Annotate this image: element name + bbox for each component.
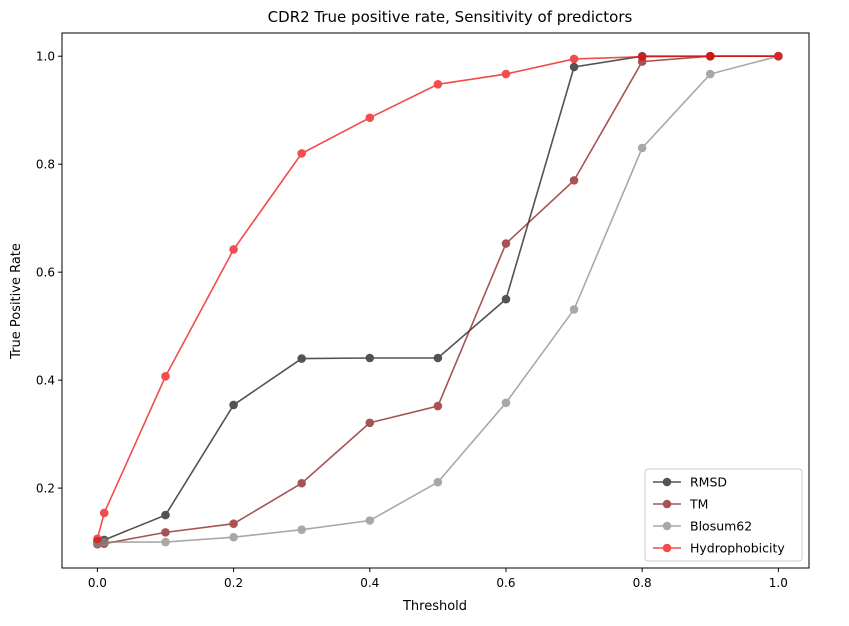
- data-point-blosum62: [637, 143, 647, 153]
- data-point-blosum62: [433, 477, 443, 487]
- legend-item-blosum62: [653, 521, 681, 531]
- legend-box: [644, 468, 803, 562]
- data-point-blosum62: [99, 537, 109, 547]
- chart-title: CDR2 True positive rate, Sensitivity of …: [268, 8, 633, 26]
- data-point-hydrophobicity: [99, 508, 109, 518]
- data-point-blosum62: [365, 516, 375, 525]
- data-point-rmsd: [229, 400, 238, 410]
- data-point-hydrophobicity: [501, 69, 511, 79]
- data-point-hydrophobicity: [774, 51, 783, 61]
- data-point-rmsd: [569, 62, 579, 72]
- data-point-tm: [569, 176, 579, 185]
- data-point-blosum62: [501, 398, 511, 408]
- data-point-hydrophobicity: [569, 54, 579, 64]
- series-line-tm: [97, 55, 779, 546]
- y-tick-label: 0.6: [36, 266, 55, 280]
- x-tick-label: 1.0: [769, 576, 788, 590]
- x-tick-label: 0.8: [633, 576, 652, 590]
- data-point-blosum62: [161, 537, 170, 547]
- data-point-hydrophobicity: [93, 534, 102, 544]
- data-point-tm: [501, 239, 511, 248]
- legend-item-hydrophobicity: [653, 543, 681, 553]
- y-tick-label: 0.4: [36, 374, 55, 388]
- data-point-hydrophobicity: [365, 113, 375, 123]
- legend-label-blosum62: Blosum62: [690, 519, 752, 534]
- series-blosum62: [93, 51, 783, 547]
- y-tick-label: 0.8: [36, 158, 55, 172]
- data-point-hydrophobicity: [637, 52, 647, 62]
- data-point-blosum62: [705, 69, 715, 79]
- y-axis-label: True Positive Rate: [9, 243, 24, 360]
- data-point-blosum62: [569, 305, 579, 314]
- data-point-hydrophobicity: [161, 372, 170, 381]
- data-point-tm: [365, 418, 375, 428]
- data-point-tm: [433, 401, 443, 411]
- legend-item-tm: [653, 499, 681, 509]
- data-point-rmsd: [297, 354, 306, 363]
- x-axis-label: Threshold: [402, 599, 467, 614]
- legend-item-rmsd: [653, 477, 681, 487]
- plot-frame: [61, 32, 810, 569]
- data-point-tm: [161, 528, 170, 537]
- x-tick-label: 0.2: [224, 576, 243, 590]
- data-point-tm: [229, 519, 238, 529]
- data-point-rmsd: [161, 510, 170, 520]
- legend-marker-blosum62: [662, 521, 672, 531]
- data-point-blosum62: [297, 525, 306, 534]
- data-point-hydrophobicity: [297, 149, 306, 158]
- data-point-rmsd: [365, 353, 375, 363]
- data-point-rmsd: [501, 294, 511, 304]
- series-line-blosum62: [97, 55, 779, 544]
- data-point-hydrophobicity: [705, 51, 715, 61]
- legend: RMSD TM Blosum62 Hydrophobicity: [644, 468, 803, 562]
- data-point-blosum62: [229, 532, 238, 542]
- series-line-hydrophobicity: [96, 55, 779, 540]
- y-tick-label: 0.2: [36, 482, 55, 496]
- series-hydrophobicity: [93, 51, 783, 544]
- legend-marker-hydrophobicity: [662, 543, 672, 553]
- legend-label-hydrophobicity: Hydrophobicity: [690, 541, 785, 556]
- legend-label-tm: TM: [689, 497, 708, 512]
- x-tick-label: 0.6: [496, 576, 515, 590]
- data-point-hydrophobicity: [433, 79, 443, 89]
- x-tick-label: 0.0: [88, 576, 107, 590]
- data-point-rmsd: [433, 353, 443, 363]
- y-tick-label: 1.0: [36, 50, 55, 64]
- legend-label-rmsd: RMSD: [690, 475, 727, 490]
- legend-marker-tm: [662, 499, 672, 509]
- data-point-tm: [297, 478, 306, 488]
- data-point-hydrophobicity: [229, 245, 238, 254]
- legend-marker-rmsd: [662, 477, 672, 487]
- x-tick-label: 0.4: [360, 576, 379, 590]
